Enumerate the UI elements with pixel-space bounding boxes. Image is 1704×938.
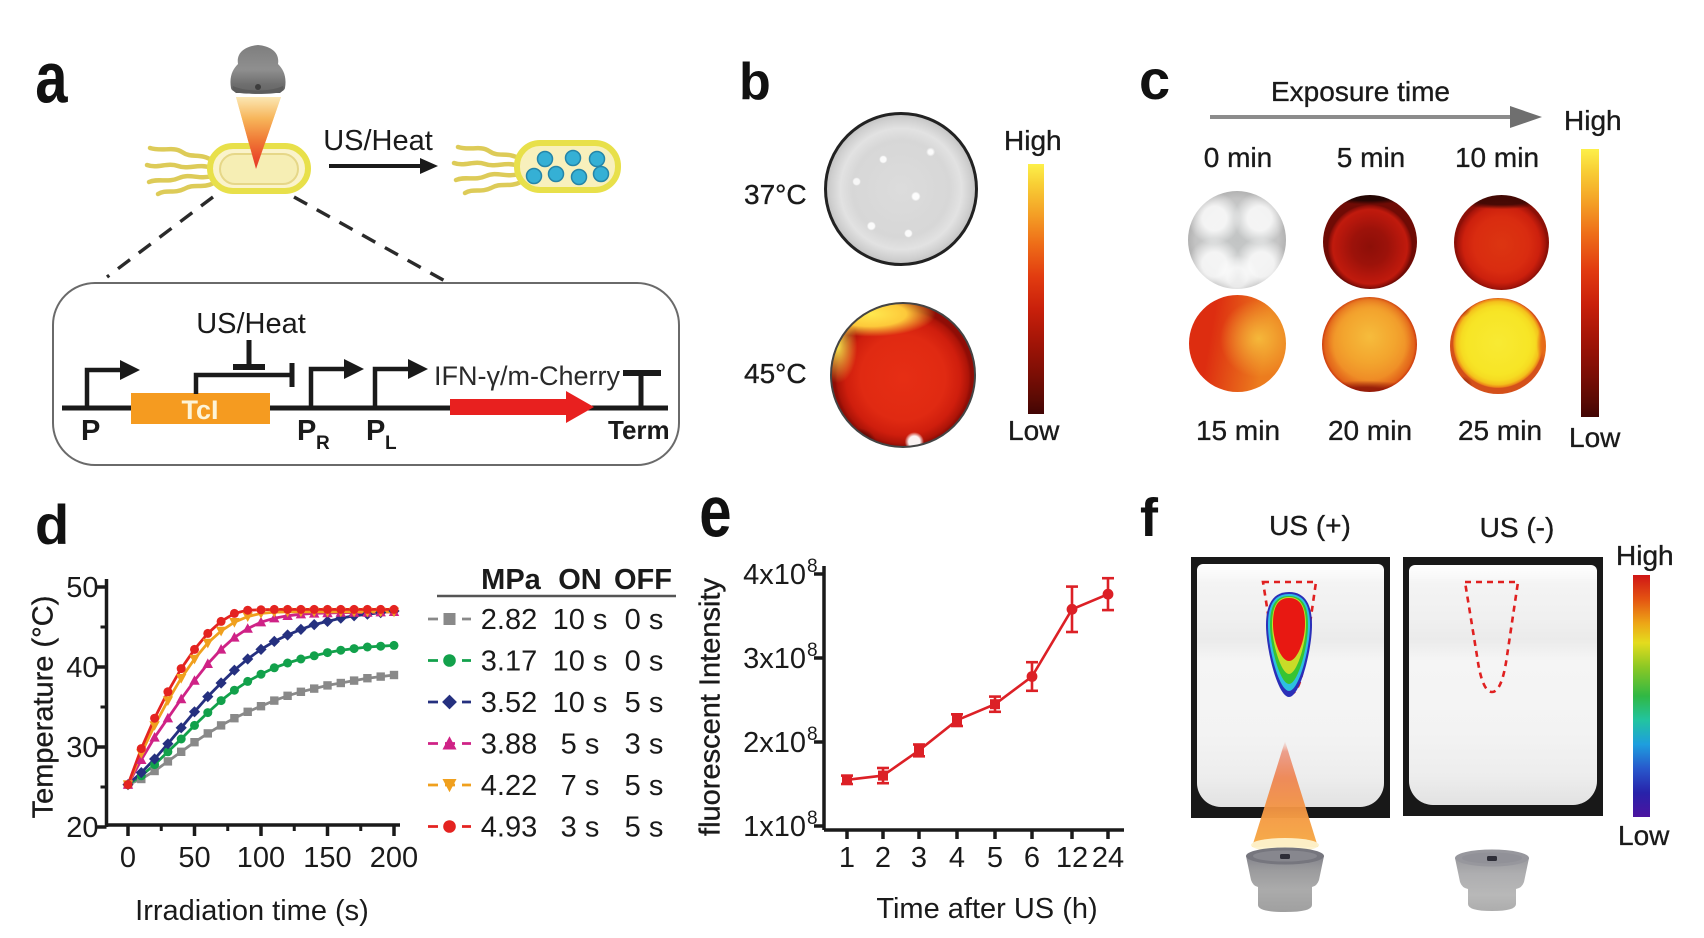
- svg-text:L: L: [385, 433, 397, 454]
- svg-text:3 s: 3 s: [625, 729, 664, 761]
- svg-text:3: 3: [911, 842, 927, 874]
- svg-text:3x10: 3x10: [743, 643, 806, 675]
- svg-text:24: 24: [1092, 842, 1124, 874]
- svg-text:OFF: OFF: [614, 564, 672, 596]
- svg-text:0 s: 0 s: [625, 604, 664, 636]
- svg-text:P: P: [297, 415, 316, 447]
- svg-text:7 s: 7 s: [561, 770, 600, 802]
- svg-text:US/Heat: US/Heat: [323, 125, 433, 157]
- svg-text:4: 4: [949, 842, 965, 874]
- svg-text:10 s: 10 s: [553, 604, 608, 636]
- svg-text:5 s: 5 s: [625, 770, 664, 802]
- svg-text:TcI: TcI: [181, 395, 218, 425]
- svg-text:P: P: [366, 415, 385, 447]
- svg-text:US/Heat: US/Heat: [196, 308, 306, 340]
- svg-text:Term: Term: [608, 415, 670, 445]
- svg-text:100: 100: [237, 842, 285, 874]
- svg-text:Time after US (h): Time after US (h): [876, 893, 1097, 925]
- svg-text:1: 1: [839, 842, 855, 874]
- svg-text:5 s: 5 s: [625, 687, 664, 719]
- svg-text:5 s: 5 s: [625, 812, 664, 844]
- svg-text:3 s: 3 s: [561, 812, 600, 844]
- svg-text:1x10: 1x10: [743, 811, 806, 843]
- svg-text:R: R: [316, 433, 330, 454]
- svg-text:4x10: 4x10: [743, 559, 806, 591]
- svg-text:200: 200: [370, 842, 418, 874]
- svg-text:4.93: 4.93: [481, 812, 537, 844]
- svg-text:6: 6: [1024, 842, 1040, 874]
- svg-text:0: 0: [120, 842, 136, 874]
- svg-text:8: 8: [807, 556, 818, 577]
- svg-text:8: 8: [807, 640, 818, 661]
- svg-text:ON: ON: [558, 564, 602, 596]
- svg-text:MPa: MPa: [481, 564, 542, 596]
- svg-text:P: P: [81, 415, 100, 447]
- svg-text:10 s: 10 s: [553, 646, 608, 678]
- svg-text:5: 5: [987, 842, 1003, 874]
- svg-text:Irradiation time (s): Irradiation time (s): [135, 895, 369, 927]
- svg-text:30: 30: [66, 732, 98, 764]
- svg-text:20: 20: [66, 812, 98, 844]
- svg-text:0 s: 0 s: [625, 646, 664, 678]
- svg-text:2: 2: [875, 842, 891, 874]
- svg-text:50: 50: [66, 572, 98, 604]
- svg-text:12: 12: [1056, 842, 1088, 874]
- svg-text:10 s: 10 s: [553, 687, 608, 719]
- svg-text:3.88: 3.88: [481, 729, 537, 761]
- svg-text:IFN-γ/m-Cherry: IFN-γ/m-Cherry: [434, 361, 620, 391]
- svg-text:5 s: 5 s: [561, 729, 600, 761]
- svg-text:3.52: 3.52: [481, 687, 537, 719]
- svg-text:150: 150: [303, 842, 351, 874]
- svg-text:8: 8: [807, 724, 818, 745]
- svg-text:4.22: 4.22: [481, 770, 537, 802]
- svg-text:3.17: 3.17: [481, 646, 537, 678]
- svg-text:2x10: 2x10: [743, 727, 806, 759]
- svg-text:50: 50: [178, 842, 210, 874]
- svg-text:40: 40: [66, 652, 98, 684]
- svg-text:2.82: 2.82: [481, 604, 537, 636]
- svg-text:8: 8: [807, 808, 818, 829]
